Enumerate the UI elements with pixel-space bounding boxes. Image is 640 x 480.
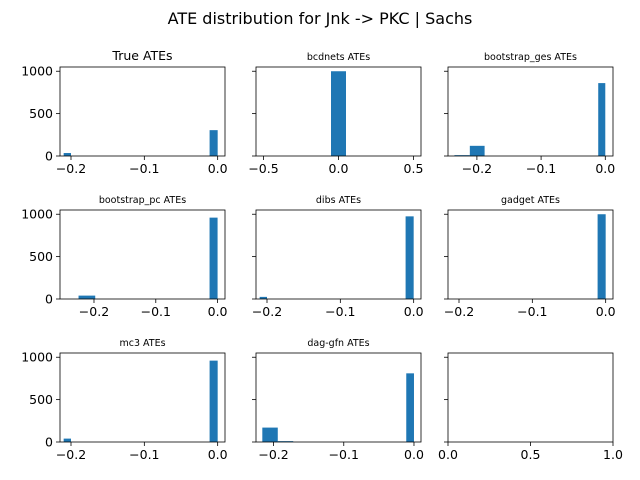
- x-tick-label: −0.1: [517, 304, 547, 319]
- x-tick-label: 0.0: [329, 161, 349, 176]
- x-tick-label: −0.2: [56, 447, 86, 462]
- x-tick-label: 0.0: [595, 161, 615, 176]
- panel-title: bootstrap_ges ATEs: [484, 52, 577, 63]
- histogram-bar: [209, 360, 218, 442]
- x-tick-label: 0.0: [208, 304, 228, 319]
- plot-frame: [59, 209, 226, 300]
- plot-frame: [255, 352, 422, 443]
- panel-title: dag-gfn ATEs: [307, 338, 369, 349]
- plot-frame: [447, 209, 614, 300]
- histogram-bar: [454, 155, 470, 156]
- panel-8: dag-gfn ATEs −0.2 −0.1 0.0: [252, 338, 424, 462]
- histogram-bar: [63, 438, 71, 442]
- plot-frame: [59, 66, 226, 157]
- panel-title: bootstrap_pc ATEs: [99, 195, 186, 206]
- y-tick-label: 0: [45, 149, 53, 164]
- x-tick-label: 0.0: [596, 304, 616, 319]
- panel-title: mc3 ATEs: [119, 338, 165, 349]
- panel-2: bcdnets ATEs −0.5 0.0 0.5: [248, 52, 423, 176]
- y-tick-label: 1000: [21, 350, 53, 365]
- histogram-bar: [598, 83, 606, 156]
- x-tick-label: 1.0: [603, 447, 623, 462]
- x-tick-label: 0.5: [521, 447, 541, 462]
- plot-frame: [59, 352, 226, 443]
- panel-9: 0.0 0.5 1.0: [438, 352, 623, 462]
- x-tick-label: −0.2: [252, 304, 282, 319]
- x-tick-label: 0.0: [208, 447, 228, 462]
- plot-frame: [447, 66, 614, 157]
- x-tick-label: 0.0: [438, 447, 458, 462]
- histogram-bar: [405, 216, 414, 299]
- x-tick-label: 0.5: [404, 161, 424, 176]
- panel-5: dibs ATEs −0.2 −0.1 0.0: [252, 195, 424, 319]
- histogram-bar: [262, 427, 278, 442]
- x-tick-label: −0.1: [141, 304, 171, 319]
- x-tick-label: −0.2: [79, 304, 109, 319]
- histogram-bar: [78, 295, 96, 299]
- x-tick-label: −0.2: [462, 161, 492, 176]
- x-tick-label: 0.0: [208, 161, 228, 176]
- x-tick-label: −0.2: [56, 161, 86, 176]
- plot-frame: [447, 352, 614, 443]
- y-tick-label: 500: [29, 249, 53, 264]
- histogram-bar: [209, 217, 218, 299]
- y-tick-label: 0: [45, 435, 53, 450]
- y-tick-label: 500: [29, 392, 53, 407]
- y-tick-label: 1000: [21, 207, 53, 222]
- x-tick-label: −0.1: [129, 447, 159, 462]
- x-tick-label: −0.2: [258, 447, 288, 462]
- x-tick-label: −0.1: [526, 161, 556, 176]
- panel-1: True ATEs −0.2 −0.1 0.0 0 500 1000: [21, 48, 227, 176]
- figure-title: ATE distribution for Jnk -> PKC | Sachs: [168, 9, 473, 28]
- histogram-bar: [209, 130, 218, 156]
- x-tick-label: −0.1: [129, 161, 159, 176]
- y-tick-label: 1000: [21, 64, 53, 79]
- panel-3: bootstrap_ges ATEs −0.2 −0.1 0.0: [444, 52, 615, 176]
- histogram-bar: [259, 296, 267, 299]
- histogram-bar: [277, 441, 294, 442]
- histogram-bar: [469, 145, 485, 156]
- x-tick-label: 0.0: [404, 304, 424, 319]
- histogram-bar: [331, 71, 346, 156]
- x-tick-label: 0.0: [404, 447, 424, 462]
- plot-frame: [255, 209, 422, 300]
- panel-title: dibs ATEs: [316, 195, 361, 206]
- x-tick-label: −0.5: [248, 161, 278, 176]
- x-tick-label: −0.1: [325, 304, 355, 319]
- panel-title: gadget ATEs: [501, 195, 560, 206]
- histogram-bar: [597, 214, 606, 299]
- y-tick-label: 0: [45, 292, 53, 307]
- x-tick-label: −0.2: [444, 304, 474, 319]
- histogram-bar: [63, 153, 71, 156]
- panel-7: mc3 ATEs −0.2 −0.1 0.0 0 500 1000: [21, 338, 227, 462]
- y-tick-label: 500: [29, 106, 53, 121]
- x-tick-label: −0.1: [329, 447, 359, 462]
- panel-4: bootstrap_pc ATEs −0.2 −0.1 0.0 0 500 1000: [21, 195, 227, 319]
- panel-title: True ATEs: [111, 48, 172, 63]
- panel-6: gadget ATEs −0.2 −0.1 0.0: [444, 195, 616, 319]
- histogram-bar: [406, 373, 414, 442]
- panel-title: bcdnets ATEs: [307, 52, 370, 63]
